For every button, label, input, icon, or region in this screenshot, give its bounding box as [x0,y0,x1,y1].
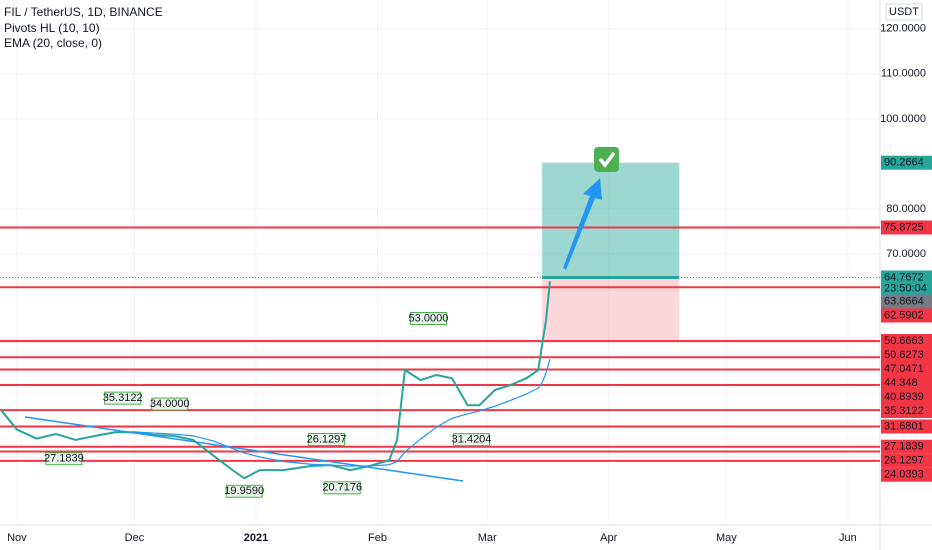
price-label: 63.8664 [884,295,924,307]
x-tick-label: 2021 [244,532,268,544]
price-label: 35.3122 [884,405,924,417]
indicator: EMA (20, close, 0) [4,36,102,50]
countdown: 23:50:04 [884,282,927,294]
pivot-box [151,397,189,411]
check-icon [594,147,619,172]
series-line [134,359,551,467]
price-label-box [881,220,932,235]
price-label-box [881,403,932,418]
price-label: 40.8939 [884,391,924,403]
price-label: 27.1839 [884,441,924,453]
y-tick-label: 110.0000 [881,68,926,80]
x-tick-label: Apr [600,532,617,544]
price-label: 62.5902 [884,309,924,321]
pivot-box [323,481,361,495]
y-tick-label: 70.0000 [886,248,926,260]
price-label: 26.1297 [884,455,924,467]
x-tick-label: Jun [839,532,857,544]
price-label-box [881,439,932,454]
pivot-label: 19.9590 [224,485,264,497]
price-label-box [881,294,932,309]
price-label-box [881,389,932,404]
pivot-box [308,432,346,446]
pivot-box [453,433,491,447]
pivot-label: 53.0000 [409,312,449,324]
y-tick-label: 80.0000 [886,203,926,215]
price-label: 50.6273 [884,349,924,361]
price-label: 50.6663 [884,335,924,347]
x-tick-label: Dec [125,532,145,544]
price-label: 47.0471 [884,363,924,375]
x-tick-label: Feb [368,532,387,544]
price-label-box [881,308,932,323]
pivot-label: 27.1839 [44,453,84,465]
price-axis: 120.0000 110.0000 100.0000 80.0000 70.0000 90… [880,23,927,481]
price-label-box [881,361,932,376]
pivot-box [409,311,447,325]
price-label: 64.7672 [884,271,924,283]
price-label-box [881,375,932,390]
check-mark [598,151,616,168]
price-label-box [881,347,932,362]
pivot-label: 34.0000 [150,398,190,410]
pivot-label: 26.1297 [307,433,347,445]
currency-box [885,3,923,21]
price-label-box [881,453,932,468]
x-tick-label: Nov [7,532,27,544]
price-label: 24.0393 [884,469,924,481]
pivot-label: 35.3122 [103,392,143,404]
price-label: 75.8725 [884,221,924,233]
trend-line [24,416,464,482]
indicator: Pivots HL (10, 10) [4,21,100,35]
price-label-box [881,419,932,434]
price-label-box [881,155,932,170]
y-tick-label: 120.0000 [880,23,926,35]
pivot-box [225,484,263,498]
pivot-label: 20.7176 [322,482,362,494]
y-tick-label: 100.0000 [880,113,926,125]
target-zone [542,162,680,278]
price-label-box [881,467,932,482]
price-label: 31.6801 [884,420,924,432]
price-label-box [881,333,932,348]
price-label: 90.2664 [884,157,924,169]
currency: USDT [889,6,919,18]
x-tick-label: Mar [478,532,497,544]
pivot-box [45,452,83,466]
x-tick-label: May [716,532,737,544]
arrow [563,178,602,270]
price-label: 44.348 [884,377,918,389]
price-label-box [881,270,932,295]
chart-title: FIL / TetherUS, 1D, BINANCE [4,5,163,19]
pivot-box [104,391,142,405]
pivot-label: 31.4204 [452,434,492,446]
